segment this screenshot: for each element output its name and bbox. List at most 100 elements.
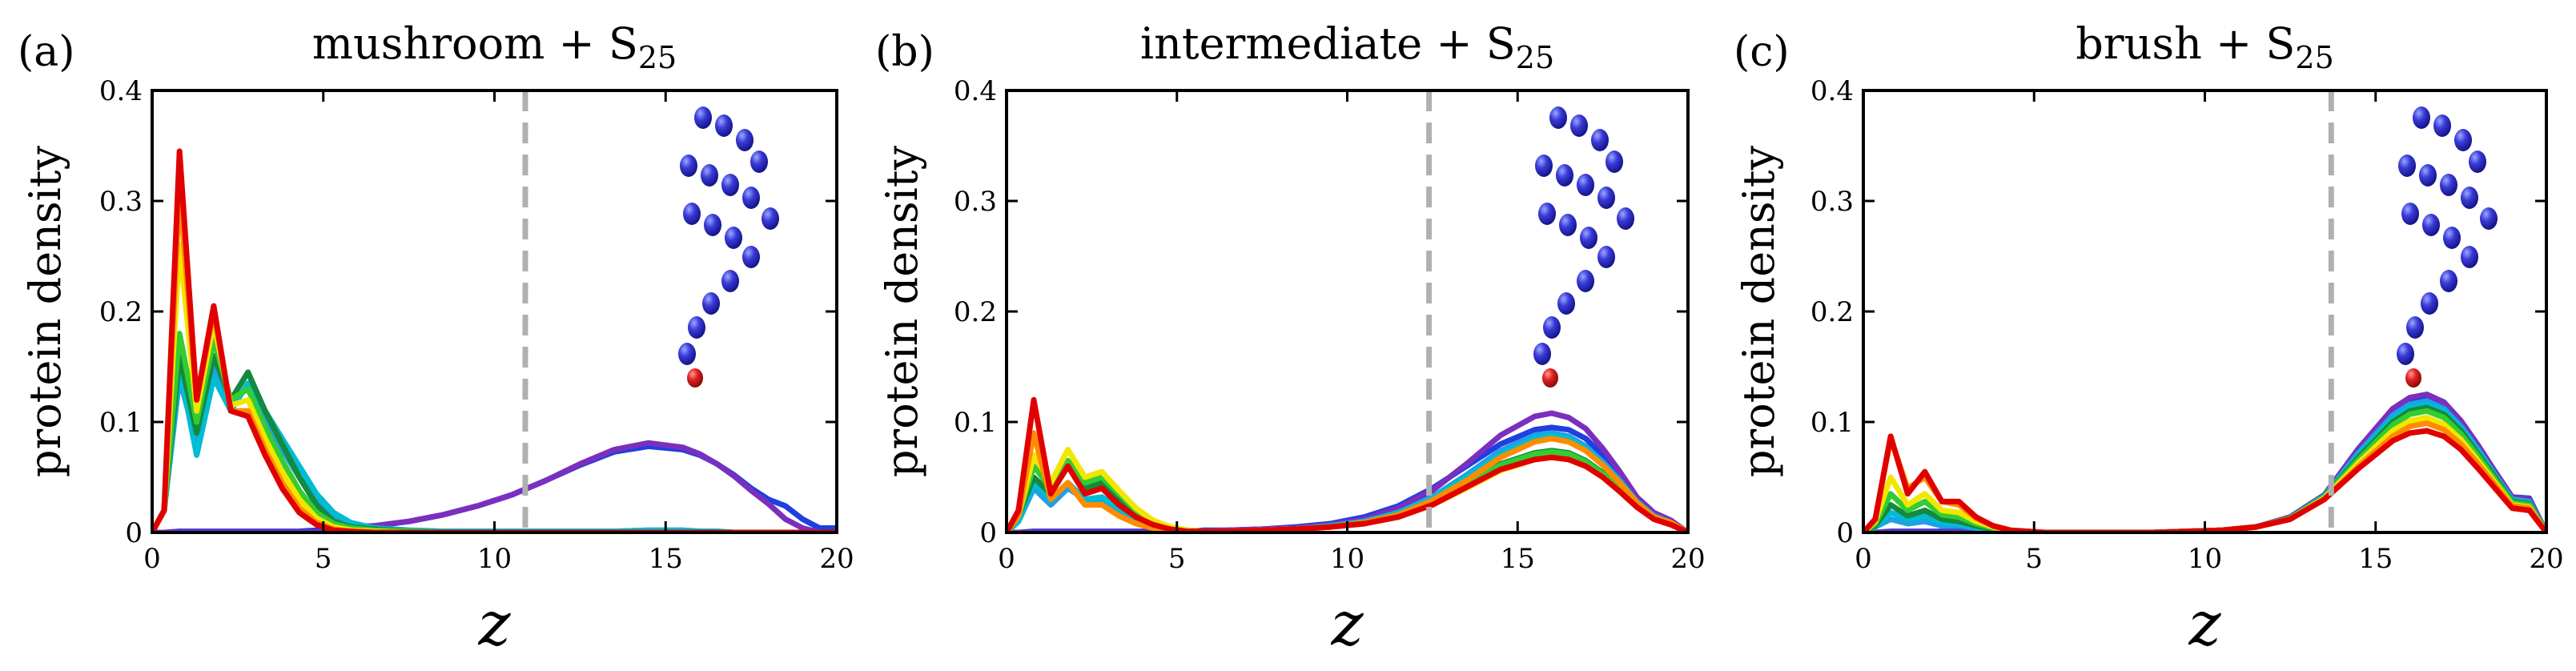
x-tick-label: 15 (1501, 543, 1535, 575)
bead (683, 203, 701, 225)
x-tick-label: 20 (1670, 543, 1705, 575)
x-axis-label: z (2188, 588, 2221, 659)
bead (1557, 292, 1575, 315)
axes-frame (1862, 89, 2548, 534)
bead (2398, 155, 2416, 177)
bead (2440, 174, 2457, 196)
panel-b: (b) intermediate + S25 0 5 10 15 20 0 0.1 0.2 0.3 0… (875, 18, 1706, 659)
bead (721, 174, 739, 196)
bead (2469, 151, 2486, 173)
bead (2401, 203, 2419, 225)
y-tick-label: 0.4 (1810, 75, 1854, 107)
bead (1538, 203, 1556, 225)
y-tick-label: 0 (125, 517, 143, 549)
x-tick-label: 10 (2188, 543, 2222, 575)
series-line-red (1007, 396, 1688, 532)
bead-end (687, 368, 703, 388)
bead (721, 270, 739, 292)
y-tick-label: 0.4 (954, 75, 997, 107)
y-axis-label: protein density (20, 145, 70, 477)
x-tick-label: 0 (143, 543, 161, 575)
bead (1577, 174, 1594, 196)
bead (2433, 115, 2451, 137)
panel-c: (c) brush + S25 0 5 10 15 20 0 0.1 0.2 0.3 0.4 z prot… (1734, 18, 2564, 659)
bead (2454, 129, 2472, 151)
chart-title-subscript: 25 (638, 40, 677, 75)
chart-title-main: mushroom + S (312, 18, 638, 69)
x-tick-label: 0 (998, 543, 1015, 575)
y-tick-label: 0.1 (1810, 407, 1854, 439)
bead (2461, 187, 2478, 209)
panel-a: (a) mushroom + S25 0 5 10 15 20 0 0.1 0.2 0.3 0.4 z p… (18, 18, 854, 659)
x-tick-label: 10 (1330, 543, 1364, 575)
series-group (1007, 396, 1688, 532)
x-tick-label: 10 (477, 543, 512, 575)
bead (1533, 343, 1551, 365)
bead (1580, 227, 1597, 249)
chart-title-main: brush + S (2076, 18, 2295, 69)
bead (680, 155, 697, 177)
bead (742, 246, 760, 268)
bead (2480, 207, 2498, 230)
y-tick-label: 0 (1836, 517, 1854, 549)
bead (2443, 227, 2461, 249)
bead (1559, 214, 1577, 236)
y-axis-label: protein density (1734, 145, 1784, 477)
x-tick-label: 20 (2529, 543, 2563, 575)
series-group (152, 148, 837, 532)
y-tick-label: 0.3 (954, 186, 997, 218)
bead (1577, 270, 1594, 292)
series-line-blue (152, 443, 837, 532)
y-tick-label: 0.4 (99, 75, 143, 107)
bead (1597, 246, 1615, 268)
bead (1549, 106, 1567, 129)
axes-frame (151, 89, 838, 534)
bead (2422, 214, 2440, 236)
x-tick-label: 15 (649, 543, 683, 575)
bead (1570, 115, 1588, 137)
bead-chain (1533, 106, 1634, 388)
series-group (1863, 392, 2546, 532)
chart-title-subscript: 25 (2295, 40, 2333, 75)
bead (694, 106, 712, 129)
bead-end (1542, 368, 1558, 388)
y-tick-label: 0.1 (99, 407, 143, 439)
bead (2421, 292, 2438, 315)
series-line-green (152, 331, 837, 532)
series-line-purple (152, 440, 837, 532)
bead (1543, 316, 1561, 339)
bead (1605, 151, 1623, 173)
series-line-dark-green (152, 352, 837, 532)
x-tick-label: 20 (819, 543, 854, 575)
bead (736, 129, 754, 151)
series-line-purple (1007, 410, 1688, 532)
y-tick-label: 0 (979, 517, 997, 549)
x-tick-label: 5 (315, 543, 332, 575)
bead (1535, 155, 1553, 177)
y-tick-label: 0.3 (1810, 186, 1854, 218)
bead-chain (2397, 106, 2498, 388)
bead-chain (678, 106, 779, 388)
y-tick-label: 0.2 (954, 296, 997, 328)
panel-label: (a) (18, 28, 75, 76)
bead (1617, 207, 1634, 230)
y-tick-label: 0.1 (954, 407, 997, 439)
y-tick-label: 0.2 (1810, 296, 1854, 328)
bead (762, 207, 779, 230)
y-axis-label: protein density (877, 145, 927, 477)
chart-title-subscript: 25 (1516, 40, 1554, 75)
bead (2406, 316, 2424, 339)
chart-title: brush + S25 (2076, 18, 2334, 75)
chart-title: mushroom + S25 (312, 18, 677, 75)
x-axis-label: z (1330, 588, 1364, 659)
bead (1556, 164, 1573, 187)
panel-label: (b) (875, 28, 934, 76)
bead (702, 292, 720, 315)
bead-end (2405, 368, 2421, 388)
bead (2461, 246, 2478, 268)
x-tick-label: 5 (1168, 543, 1186, 575)
x-axis-label: z (477, 588, 511, 659)
bead (750, 151, 768, 173)
chart-title-main: intermediate + S (1140, 18, 1516, 69)
